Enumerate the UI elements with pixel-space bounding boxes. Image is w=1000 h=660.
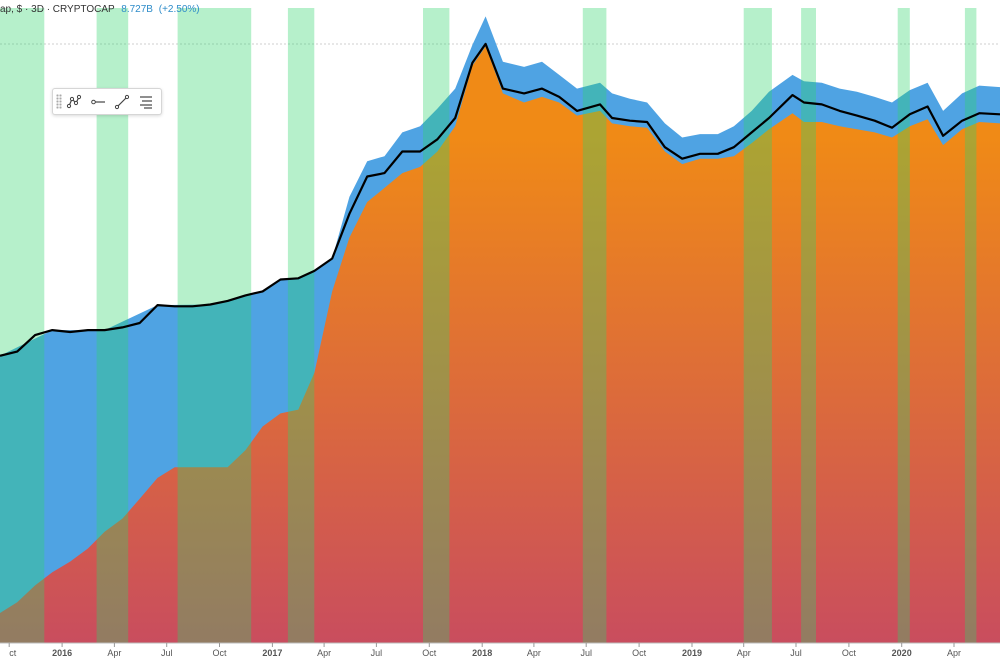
x-tick-label-17: Oct <box>842 648 857 658</box>
x-tick-label-9: Oct <box>422 648 437 658</box>
x-tick-label-5: Oct <box>212 648 227 658</box>
x-tick-label-6: 2017 <box>262 648 282 658</box>
x-tick-label-14: 2019 <box>682 648 702 658</box>
highlight-band-10 <box>964 8 977 643</box>
horizontal-ray-button[interactable] <box>86 90 110 113</box>
highlight-band-6 <box>582 8 607 643</box>
last-value: 8.727B <box>121 4 153 15</box>
series-line-black <box>0 42 1000 357</box>
highlight-band-5 <box>423 8 450 643</box>
drawing-toolbar <box>52 88 162 115</box>
market-cap-line-layer <box>0 42 1000 357</box>
x-axis-ticks: ct 2016 Apr Jul Oct 2017 Apr Jul Oct 2018 Apr Jul Oc… <box>8 643 961 658</box>
trend-line-icon <box>114 94 130 109</box>
horizontal-ray-icon <box>91 99 105 104</box>
change-percent: (+2.50%) <box>158 4 200 15</box>
x-tick-label-4: Jul <box>161 648 173 658</box>
x-tick-label-18: 2020 <box>892 648 912 658</box>
x-tick-label-2: 2016 <box>52 648 72 658</box>
pattern-tool-icon <box>66 94 82 108</box>
trend-line-button[interactable] <box>110 90 134 113</box>
x-tick-label-1: ct <box>9 648 17 658</box>
btc-area-layer <box>0 46 1000 643</box>
x-tick-label-16: Jul <box>790 648 802 658</box>
x-tick-label-8: Jul <box>371 648 383 658</box>
symbol-title: ap, $ · 3D · CRYPTOCAP <box>0 4 115 15</box>
highlight-band-7 <box>743 8 772 643</box>
x-tick-label-11: Apr <box>527 648 541 658</box>
chart-header: ap, $ · 3D · CRYPTOCAP 8.727B (+2.50%) <box>0 4 200 15</box>
highlight-band-4 <box>287 8 315 643</box>
toolbar-drag-handle[interactable] <box>56 94 62 109</box>
highlight-band-8 <box>801 8 816 643</box>
highlight-band-3 <box>177 8 252 643</box>
x-tick-label-10: 2018 <box>472 648 492 658</box>
highlight-band-9 <box>897 8 910 643</box>
pattern-tool-button[interactable] <box>62 90 86 113</box>
x-tick-label-7: Apr <box>317 648 331 658</box>
series-area-orange <box>0 46 1000 643</box>
fib-levels-button[interactable] <box>134 90 158 113</box>
fib-levels-icon <box>140 95 152 109</box>
x-tick-label-12: Jul <box>580 648 592 658</box>
x-tick-label-3: Apr <box>107 648 121 658</box>
x-tick-label-13: Oct <box>632 648 647 658</box>
highlight-band-1 <box>0 8 45 643</box>
x-tick-label-19: Apr <box>947 648 961 658</box>
dominance-bands-layer <box>0 8 977 643</box>
x-tick-label-15: Apr <box>737 648 751 658</box>
